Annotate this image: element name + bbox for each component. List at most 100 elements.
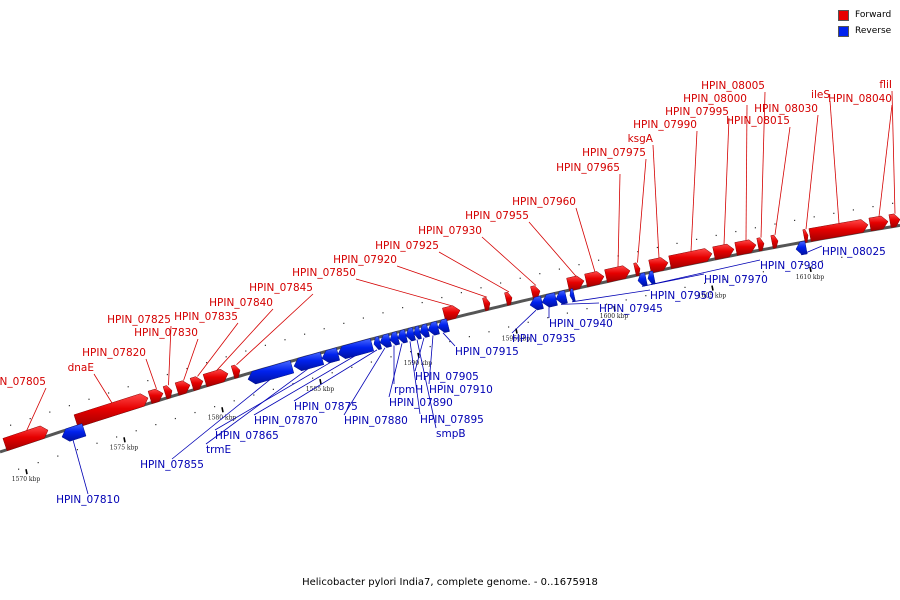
gene-arrow-HPIN_07835 bbox=[189, 376, 204, 392]
minor-tick bbox=[410, 351, 412, 353]
gene-arrow-dnaE bbox=[73, 393, 149, 428]
minor-tick bbox=[539, 273, 541, 275]
gene-label-HPIN_07955: HPIN_07955 bbox=[465, 210, 529, 222]
minor-tick bbox=[49, 411, 51, 413]
leader-HPIN_07865 bbox=[214, 362, 331, 431]
leader-HPIN_07870 bbox=[253, 355, 356, 416]
gene-label-HPIN_07970: HPIN_07970 bbox=[704, 274, 768, 286]
minor-tick bbox=[841, 256, 843, 258]
leader-HPIN_07965 bbox=[617, 173, 621, 267]
gene-label-HPIN_08040: HPIN_08040 bbox=[828, 93, 892, 105]
leader-HPIN_08000 bbox=[745, 104, 748, 241]
leader-fliI bbox=[891, 90, 896, 214]
gene-arrow-HPIN_07975 bbox=[633, 262, 641, 277]
minor-tick bbox=[245, 350, 247, 352]
minor-tick bbox=[566, 312, 568, 314]
legend-reverse-label: Reverse bbox=[855, 26, 892, 36]
gene-arrow-HPIN_07960 bbox=[584, 271, 605, 288]
gene-label-HPIN_07965: HPIN_07965 bbox=[556, 162, 620, 174]
minor-tick bbox=[794, 219, 796, 222]
gene-label-smpB: smpB bbox=[436, 428, 466, 440]
leader-HPIN_07950 bbox=[571, 289, 651, 303]
tick-label: 1610 kbp bbox=[796, 274, 825, 281]
minor-tick bbox=[116, 436, 118, 438]
tick-label: 1605 kbp bbox=[698, 293, 727, 300]
gene-labels: HPIN_07805dnaEHPIN_07820HPIN_07825HPIN_0… bbox=[0, 79, 892, 506]
legend-forward-label: Forward bbox=[855, 10, 892, 20]
tick-label: 1575 kbp bbox=[110, 444, 139, 451]
legend-reverse: Reverse bbox=[838, 24, 891, 38]
leader-HPIN_07880 bbox=[343, 347, 386, 416]
gene-arrow-HPIN_07805 bbox=[2, 425, 49, 452]
leader-HPIN_07855 bbox=[171, 379, 271, 460]
leader-HPIN_08040 bbox=[878, 104, 893, 217]
leader-HPIN_07890 bbox=[388, 343, 403, 398]
minor-tick bbox=[802, 263, 804, 266]
gene-label-HPIN_07830: HPIN_07830 bbox=[134, 327, 198, 339]
gene-label-HPIN_07880: HPIN_07880 bbox=[344, 415, 408, 427]
minor-tick bbox=[233, 400, 235, 402]
gene-label-HPIN_07825: HPIN_07825 bbox=[107, 314, 171, 326]
gene-label-HPIN_07960: HPIN_07960 bbox=[512, 196, 576, 208]
legend: Forward Reverse bbox=[838, 8, 891, 40]
leader-HPIN_07820 bbox=[145, 358, 157, 390]
minor-tick bbox=[782, 267, 784, 269]
gene-arrow-HPIN_07920 bbox=[482, 297, 491, 312]
minor-tick bbox=[637, 251, 639, 253]
minor-tick bbox=[292, 383, 294, 385]
leader-HPIN_08030 bbox=[805, 114, 819, 230]
gene-label-HPIN_08030: HPIN_08030 bbox=[754, 103, 818, 115]
gene-arrow-HPIN_07870 bbox=[337, 338, 375, 359]
gene-arrow-HPIN_08005 bbox=[756, 237, 765, 252]
gene-arrow-HPIN_07955 bbox=[566, 275, 585, 292]
minor-tick bbox=[194, 411, 196, 414]
gene-label-HPIN_07890: HPIN_07890 bbox=[389, 397, 453, 409]
minor-tick bbox=[108, 392, 110, 394]
tick-mark bbox=[711, 285, 714, 291]
minor-tick bbox=[547, 317, 549, 319]
tick-mark bbox=[221, 407, 224, 413]
minor-tick bbox=[88, 398, 90, 400]
minor-tick bbox=[892, 202, 894, 204]
minor-tick bbox=[76, 449, 78, 451]
gene-label-HPIN_07990: HPIN_07990 bbox=[633, 119, 697, 131]
gene-arrow-HPIN_08015 bbox=[770, 234, 779, 249]
minor-tick bbox=[586, 308, 588, 310]
tick-label: 1580 kbp bbox=[208, 414, 237, 421]
minor-tick bbox=[362, 317, 364, 319]
gene-label-HPIN_07855: HPIN_07855 bbox=[140, 459, 204, 471]
gene-label-HPIN_07845: HPIN_07845 bbox=[249, 282, 313, 294]
minor-tick bbox=[774, 223, 776, 225]
gene-label-HPIN_07835: HPIN_07835 bbox=[174, 311, 238, 323]
leader-smpB bbox=[416, 339, 437, 429]
minor-tick bbox=[558, 268, 560, 270]
gene-arrow-HPIN_07965 bbox=[604, 265, 631, 283]
minor-tick bbox=[174, 417, 176, 420]
gene-arrow-HPIN_07915 bbox=[437, 318, 450, 333]
gene-label-HPIN_07920: HPIN_07920 bbox=[333, 254, 397, 266]
minor-tick bbox=[37, 462, 39, 464]
leader-HPIN_08005 bbox=[760, 91, 766, 238]
minor-tick bbox=[852, 209, 854, 211]
gene-label-HPIN_08000: HPIN_08000 bbox=[683, 93, 747, 105]
gene-arrow-fliI bbox=[888, 213, 900, 228]
gene-label-dnaE: dnaE bbox=[68, 362, 94, 374]
leader-HPIN_07960 bbox=[575, 207, 596, 273]
gene-label-HPIN_08025: HPIN_08025 bbox=[822, 246, 886, 258]
gene-label-HPIN_07865: HPIN_07865 bbox=[215, 430, 279, 442]
gene-label-HPIN_08005: HPIN_08005 bbox=[701, 80, 765, 92]
leader-HPIN_07945 bbox=[560, 302, 600, 305]
minor-tick bbox=[127, 386, 129, 388]
minor-tick bbox=[18, 468, 20, 470]
gene-label-ileS: ileS bbox=[811, 89, 830, 101]
leader-HPIN_07975 bbox=[637, 158, 647, 263]
leader-HPIN_07845 bbox=[236, 293, 314, 365]
gene-arrow-HPIN_07855 bbox=[247, 360, 295, 385]
gene-label-HPIN_07940: HPIN_07940 bbox=[549, 318, 613, 330]
gene-label-HPIN_07975: HPIN_07975 bbox=[582, 147, 646, 159]
tick-label: 1590 kbp bbox=[404, 360, 433, 367]
gene-label-HPIN_07810: HPIN_07810 bbox=[56, 494, 120, 506]
minor-tick bbox=[860, 253, 862, 255]
gene-arrow-HPIN_07845 bbox=[230, 364, 241, 379]
